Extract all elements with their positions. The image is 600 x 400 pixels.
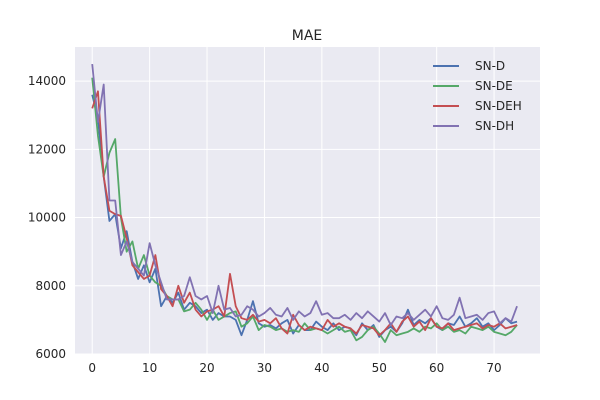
legend-label: SN-DEH — [475, 99, 522, 113]
y-tick-label: 10000 — [28, 211, 66, 225]
legend: SN-D SN-DE SN-DEH SN-DH — [433, 59, 522, 133]
x-tick-label: 30 — [257, 361, 272, 375]
legend-label: SN-DH — [475, 119, 514, 133]
series-line-sn-dh — [91, 63, 518, 326]
x-tick-label: 40 — [314, 361, 329, 375]
y-tick-label: 12000 — [28, 142, 66, 156]
legend-label: SN-DE — [475, 79, 513, 93]
x-tick-label: 0 — [88, 361, 96, 375]
legend-label: SN-D — [475, 59, 505, 73]
series-lines — [91, 63, 518, 343]
x-tick-label: 10 — [142, 361, 157, 375]
series-line-sn-deh — [91, 90, 518, 337]
x-tick-label: 20 — [199, 361, 214, 375]
y-tick-label: 6000 — [35, 347, 66, 361]
x-tick-label: 50 — [372, 361, 387, 375]
plot-area — [75, 47, 540, 354]
y-tick-label: 8000 — [35, 279, 66, 293]
x-tick-label: 60 — [429, 361, 444, 375]
y-axis-ticks: 6000 8000 10000 12000 14000 — [28, 74, 66, 361]
grid-lines — [75, 47, 540, 355]
x-tick-label: 70 — [486, 361, 501, 375]
chart-title: MAE — [292, 28, 323, 44]
x-axis-ticks: 0 10 20 30 40 50 60 70 — [88, 361, 501, 375]
y-tick-label: 14000 — [28, 74, 66, 88]
